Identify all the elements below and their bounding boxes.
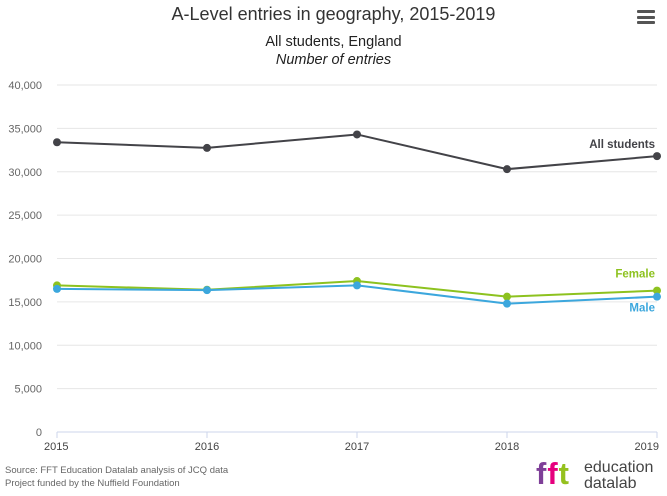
fft-logo-mark: fft [536,456,570,491]
chart-title: A-Level entries in geography, 2015-2019 [171,4,496,24]
y-tick-label: 30,000 [8,167,42,179]
y-tick-label: 15,000 [8,297,42,309]
data-point [503,165,511,174]
logo-word-datalab: datalab [584,475,637,492]
data-point [353,130,361,139]
x-tick-label: 2017 [345,441,369,453]
data-point [353,281,361,290]
data-point [503,292,511,301]
subtitle-units: Number of entries [275,52,392,68]
y-tick-label: 40,000 [8,80,42,92]
gridlines [57,84,657,390]
x-axis: 2015 2016 2017 2018 2019 [44,431,659,453]
y-tick-label: 25,000 [8,210,42,222]
data-point [653,292,661,301]
hamburger-menu-icon[interactable] [637,10,655,24]
x-tick-label: 2015 [44,441,68,453]
x-tick-label: 2018 [495,441,519,453]
source-note: Source: FFT Education Datalab analysis o… [5,465,229,476]
data-point [653,286,661,295]
data-point [53,284,61,293]
logo-word-education: education [584,459,654,476]
chart-subtitle: All students, England Number of entries [0,33,667,69]
y-tick-label: 5,000 [14,384,42,396]
x-tick-label: 2016 [195,441,219,453]
data-point [503,299,511,308]
y-tick-label: 10,000 [8,340,42,352]
series-label: Female [615,269,655,281]
data-point [653,152,661,161]
x-tick-label: 2019 [635,441,659,453]
y-axis: 0 5,000 10,000 15,000 20,000 25,000 30,000 35,0… [8,80,42,439]
series-label: All students [589,139,655,151]
series-layer: All students Female Male [53,130,661,315]
data-point [53,138,61,147]
y-tick-label: 35,000 [8,123,42,135]
y-tick-label: 0 [36,427,42,439]
data-point [203,143,211,152]
subtitle-scope: All students, England [265,34,402,50]
series-label: Male [629,303,655,315]
series-line [56,133,658,171]
funding-note: Project funded by the Nuffield Foundatio… [5,478,180,489]
y-tick-label: 20,000 [8,254,42,266]
chart-footer: Source: FFT Education Datalab analysis o… [5,464,228,490]
datalab-logo: fft education datalab [536,456,664,494]
data-point [203,286,211,295]
line-chart: 0 5,000 10,000 15,000 20,000 25,000 30,000 35,0… [8,80,661,453]
